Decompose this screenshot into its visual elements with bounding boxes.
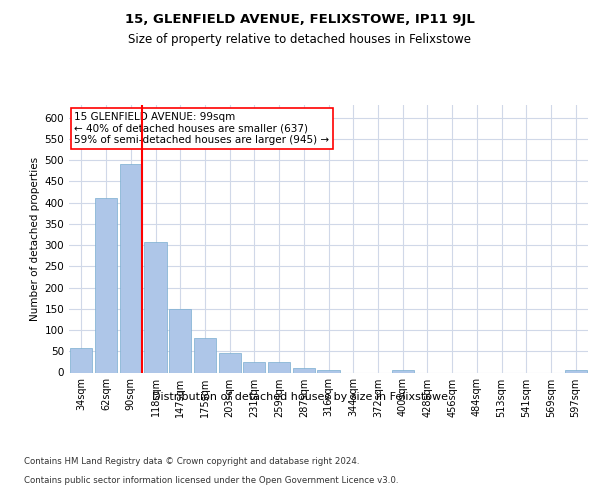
Bar <box>169 309 191 372</box>
Y-axis label: Number of detached properties: Number of detached properties <box>30 156 40 321</box>
Bar <box>194 338 216 372</box>
Bar <box>243 362 265 372</box>
Bar <box>145 242 167 372</box>
Text: Contains public sector information licensed under the Open Government Licence v3: Contains public sector information licen… <box>24 476 398 485</box>
Bar <box>119 164 142 372</box>
Text: Distribution of detached houses by size in Felixstowe: Distribution of detached houses by size … <box>152 392 448 402</box>
Bar <box>218 354 241 372</box>
Text: Size of property relative to detached houses in Felixstowe: Size of property relative to detached ho… <box>128 32 472 46</box>
Bar <box>392 370 414 372</box>
Bar <box>70 348 92 372</box>
Bar <box>293 368 315 372</box>
Text: 15, GLENFIELD AVENUE, FELIXSTOWE, IP11 9JL: 15, GLENFIELD AVENUE, FELIXSTOWE, IP11 9… <box>125 12 475 26</box>
Text: Contains HM Land Registry data © Crown copyright and database right 2024.: Contains HM Land Registry data © Crown c… <box>24 458 359 466</box>
Text: 15 GLENFIELD AVENUE: 99sqm
← 40% of detached houses are smaller (637)
59% of sem: 15 GLENFIELD AVENUE: 99sqm ← 40% of deta… <box>74 112 329 145</box>
Bar <box>317 370 340 372</box>
Bar <box>565 370 587 372</box>
Bar <box>268 362 290 372</box>
Bar <box>95 198 117 372</box>
